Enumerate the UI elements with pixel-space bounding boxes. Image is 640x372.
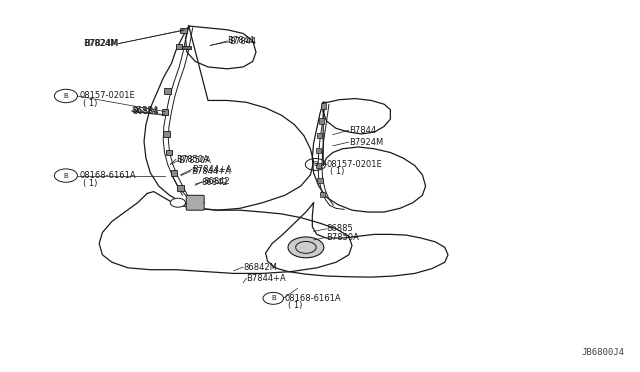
FancyBboxPatch shape bbox=[186, 195, 204, 210]
Text: 86885: 86885 bbox=[326, 224, 353, 233]
Bar bbox=[320, 192, 325, 197]
Text: 86842: 86842 bbox=[202, 178, 228, 187]
Text: ( 1): ( 1) bbox=[83, 179, 97, 187]
Bar bbox=[177, 185, 184, 191]
Text: 08168-6161A: 08168-6161A bbox=[285, 294, 341, 303]
Circle shape bbox=[170, 198, 186, 207]
Bar bbox=[171, 170, 177, 176]
Circle shape bbox=[288, 237, 324, 258]
Text: B: B bbox=[313, 161, 318, 167]
Text: 08157-0201E: 08157-0201E bbox=[79, 92, 135, 100]
Text: B: B bbox=[63, 173, 68, 179]
Text: B7844+A: B7844+A bbox=[192, 165, 232, 174]
Text: 86884: 86884 bbox=[132, 107, 159, 116]
Text: 86842: 86842 bbox=[204, 177, 230, 186]
Text: B: B bbox=[63, 93, 68, 99]
Bar bbox=[321, 103, 326, 109]
Bar bbox=[166, 150, 172, 155]
Text: 08157-0201E: 08157-0201E bbox=[326, 160, 382, 169]
Bar bbox=[182, 46, 191, 49]
Text: B7850A: B7850A bbox=[178, 156, 211, 165]
Text: B7850A: B7850A bbox=[176, 155, 209, 164]
Text: ( 1): ( 1) bbox=[330, 167, 344, 176]
Text: B7824M: B7824M bbox=[84, 39, 118, 48]
Bar bbox=[316, 163, 321, 168]
Text: B7844+A: B7844+A bbox=[246, 274, 286, 283]
Bar bbox=[176, 44, 182, 49]
Bar bbox=[317, 133, 322, 138]
Text: B7844: B7844 bbox=[227, 36, 254, 45]
Text: B7844: B7844 bbox=[349, 126, 376, 135]
Text: ( 1): ( 1) bbox=[288, 301, 302, 310]
Bar bbox=[163, 131, 170, 137]
Text: JB6800J4: JB6800J4 bbox=[581, 348, 624, 357]
Bar bbox=[180, 28, 187, 33]
Text: ( 1): ( 1) bbox=[83, 99, 97, 108]
Text: 86884: 86884 bbox=[131, 106, 158, 115]
Bar bbox=[319, 118, 324, 124]
Bar bbox=[317, 178, 323, 183]
Text: B7844: B7844 bbox=[229, 37, 256, 46]
Text: 08168-6161A: 08168-6161A bbox=[79, 171, 136, 180]
Text: B7850A: B7850A bbox=[326, 233, 359, 242]
Text: B: B bbox=[271, 295, 276, 301]
Text: B7824M: B7824M bbox=[83, 39, 117, 48]
Bar bbox=[162, 109, 168, 115]
Text: B7844+A: B7844+A bbox=[191, 167, 230, 176]
Text: 86842M: 86842M bbox=[243, 263, 277, 272]
Bar bbox=[164, 88, 171, 94]
Bar bbox=[316, 148, 321, 153]
Text: B7924M: B7924M bbox=[349, 138, 383, 147]
